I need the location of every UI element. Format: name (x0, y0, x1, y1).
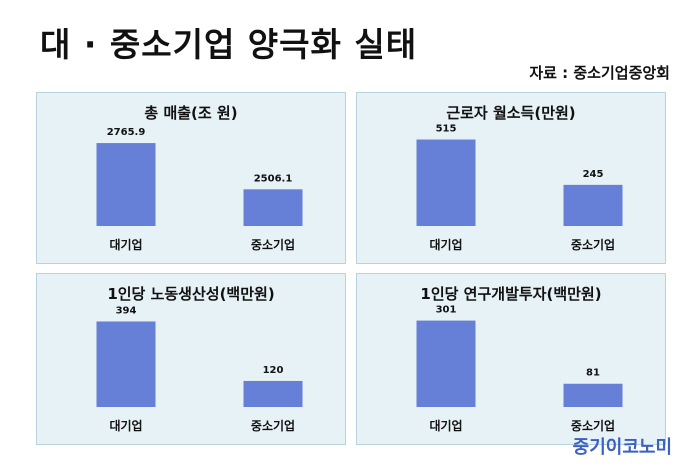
data-label: 301 (436, 305, 457, 316)
chart-plot: 2765.9 대기업 2506.1 중소기업 (96, 127, 303, 252)
chart-panel-income: 근로자 월소득(만원) 515 대기업 245 중소기업 (356, 92, 666, 264)
chart-title: 근로자 월소득(만원) (446, 104, 576, 122)
data-label: 245 (583, 169, 604, 180)
data-label: 2765.9 (107, 127, 146, 138)
source-caption: 자료 : 중소기업중앙회 (529, 64, 670, 82)
category-label: 중소기업 (571, 418, 615, 433)
category-label: 중소기업 (571, 237, 615, 252)
data-label: 2506.1 (254, 173, 293, 184)
chart-title: 총 매출(조 원) (144, 104, 238, 122)
bar-large (416, 139, 476, 226)
brand-logo: 중기이코노미 (572, 437, 672, 458)
bar-sme (563, 184, 623, 226)
chart-panel-sales: 총 매출(조 원) 2765.9 대기업 2506.1 중소기업 (36, 92, 346, 264)
chart-plot: 394 대기업 120 중소기업 (96, 305, 303, 433)
category-label: 대기업 (429, 418, 462, 433)
bar-large (416, 320, 476, 407)
bar-sme (563, 383, 623, 407)
bar-sme (243, 380, 303, 407)
category-label: 중소기업 (251, 418, 295, 433)
bar-sme (243, 189, 303, 226)
category-label: 대기업 (429, 237, 462, 252)
chart-plot: 515 대기업 245 중소기업 (416, 124, 623, 252)
bar-large (96, 321, 156, 407)
category-label: 대기업 (109, 237, 142, 252)
category-label: 대기업 (109, 418, 142, 433)
chart-plot: 301 대기업 81 중소기업 (416, 305, 623, 433)
bar-large (96, 143, 156, 226)
chart-title: 1인당 노동생산성(백만원) (107, 285, 275, 303)
chart-panel-rnd: 1인당 연구개발투자(백만원) 301 대기업 81 중소기업 (356, 273, 666, 445)
chart-title: 1인당 연구개발투자(백만원) (420, 285, 602, 303)
data-label: 120 (263, 365, 284, 376)
category-label: 중소기업 (251, 237, 295, 252)
page-title: 대 · 중소기업 양극화 실태 (40, 25, 418, 64)
data-label: 515 (436, 124, 457, 135)
chart-panel-productivity: 1인당 노동생산성(백만원) 394 대기업 120 중소기업 (36, 273, 346, 445)
data-label: 81 (586, 368, 600, 379)
data-label: 394 (116, 305, 137, 316)
